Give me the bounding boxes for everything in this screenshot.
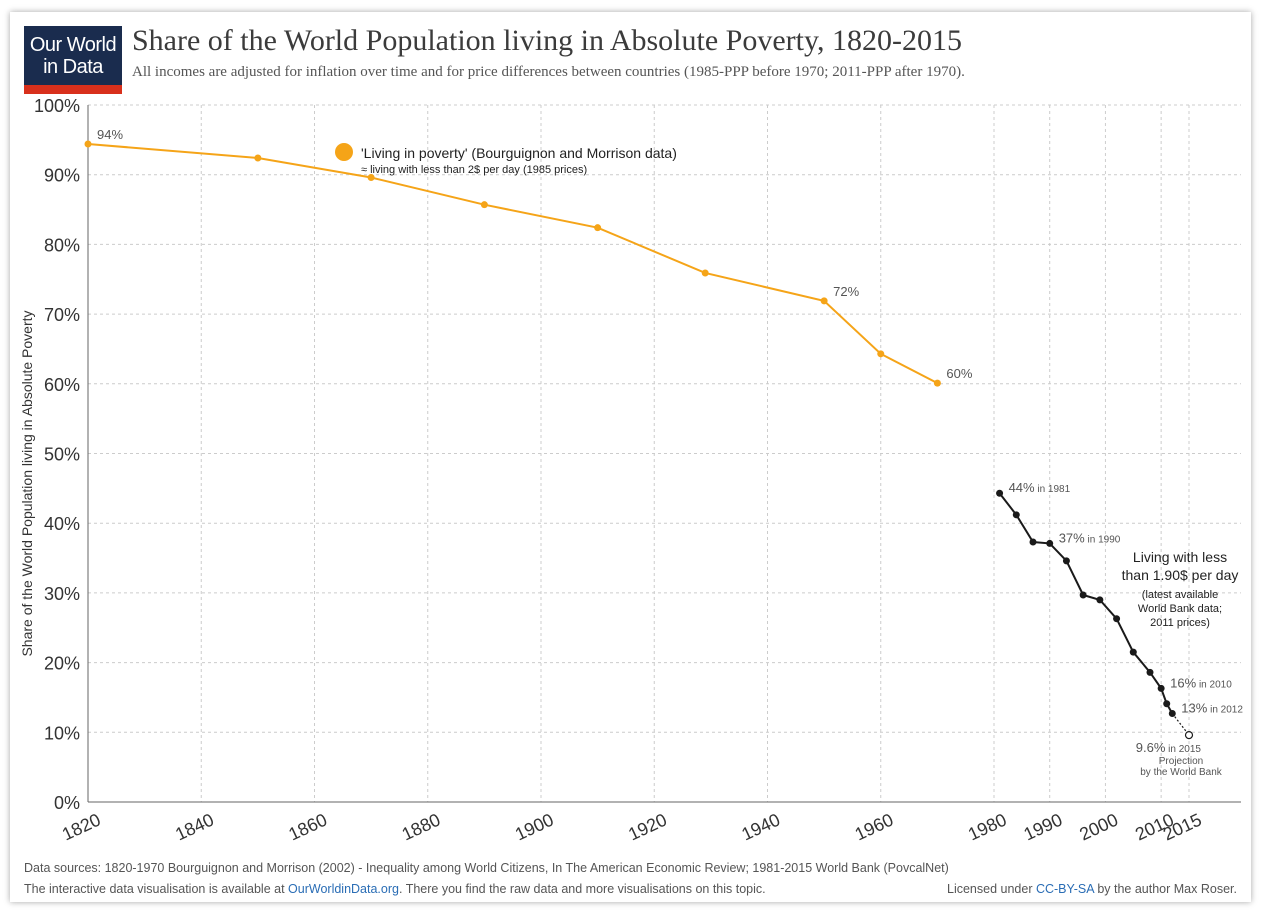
- license-prefix: Licensed under: [947, 882, 1036, 896]
- data-point: [1129, 648, 1137, 656]
- x-tick-label: 1940: [738, 809, 783, 844]
- projection-note: by the World Bank: [1140, 767, 1223, 778]
- data-point: [1046, 539, 1054, 547]
- x-tick-label: 1860: [285, 809, 330, 844]
- series-annotation: than 1.90$ per day: [1122, 567, 1239, 583]
- data-point: [877, 350, 885, 358]
- data-point: [1146, 668, 1154, 676]
- data-point: [1012, 511, 1020, 519]
- x-tick-label: 1820: [59, 809, 104, 844]
- data-point: [254, 154, 262, 162]
- data-label-value: 37%: [1059, 530, 1085, 545]
- data-point: [820, 297, 828, 305]
- legend-marker: [335, 143, 353, 161]
- x-tick-label: 2000: [1076, 809, 1121, 844]
- data-label-year: in 2015: [1165, 744, 1201, 755]
- data-point: [1163, 700, 1171, 708]
- data-point: [480, 201, 488, 209]
- license-link[interactable]: CC-BY-SA: [1035, 882, 1094, 896]
- data-point: [1062, 557, 1070, 565]
- logo-line2: in Data: [43, 56, 103, 78]
- data-label-value: 9.6%: [1136, 740, 1166, 755]
- data-label-value: 16%: [1170, 675, 1196, 690]
- series-annotation: 2011 prices): [1150, 617, 1210, 629]
- chart-frame: Our World in Data Share of the World Pop…: [10, 12, 1251, 902]
- data-label-year: in 2012: [1207, 704, 1243, 715]
- x-tick-label: 1840: [172, 809, 217, 844]
- data-point: [594, 224, 602, 232]
- y-tick-label: 70%: [44, 305, 80, 325]
- data-label: 44% in 1981: [1009, 480, 1071, 495]
- y-tick-label: 90%: [44, 166, 80, 186]
- data-label-year: in 2010: [1196, 679, 1232, 690]
- data-label-value: 44%: [1009, 480, 1035, 495]
- license-note: Licensed under CC-BY-SA by the author Ma…: [947, 882, 1237, 896]
- data-point: [367, 173, 375, 181]
- chart-title: Share of the World Population living in …: [132, 24, 963, 57]
- data-label: 9.6% in 2015: [1136, 740, 1202, 755]
- y-tick-label: 30%: [44, 584, 80, 604]
- series-annotation: (latest available: [1142, 589, 1218, 601]
- series-annotation: World Bank data;: [1138, 603, 1222, 615]
- interactive-note: The interactive data visualisation is av…: [24, 882, 766, 896]
- data-point: [1096, 596, 1104, 604]
- y-tick-label: 20%: [44, 654, 80, 674]
- interactive-prefix: The interactive data visualisation is av…: [24, 882, 289, 896]
- y-tick-label: 60%: [44, 375, 80, 395]
- data-point: [1113, 615, 1121, 623]
- data-point: [996, 489, 1004, 497]
- x-tick-label: 1960: [852, 809, 897, 844]
- y-tick-label: 10%: [44, 723, 80, 743]
- series-annotation: Living with less: [1133, 549, 1227, 565]
- owid-link[interactable]: OurWorldinData.org: [288, 882, 399, 896]
- data-label: 60%: [946, 366, 972, 381]
- y-tick-label: 0%: [54, 793, 80, 813]
- y-tick-label: 40%: [44, 514, 80, 534]
- projection-note: Projection: [1159, 756, 1203, 767]
- data-label: 37% in 1990: [1059, 530, 1121, 545]
- chart-canvas: 0% 10% 20% 30% 40% 50% 60% 70% 80% 90% 100% 1820 184…: [19, 96, 1243, 845]
- data-label: 72%: [833, 284, 859, 299]
- data-label: 13% in 2012: [1181, 700, 1243, 715]
- x-tick-label: 1980: [965, 809, 1010, 844]
- x-tick-label: 1990: [1021, 809, 1066, 844]
- logo-line1: Our World: [29, 34, 117, 56]
- y-tick-label: 80%: [44, 235, 80, 255]
- data-label: 16% in 2010: [1170, 675, 1232, 690]
- license-suffix: by the author Max Roser.: [1093, 882, 1237, 896]
- data-point: [701, 269, 709, 277]
- y-tick-label: 100%: [34, 96, 80, 116]
- y-axis-label: Share of the World Population living in …: [19, 310, 35, 656]
- data-label-year: in 1981: [1035, 484, 1071, 495]
- data-label-value: 13%: [1181, 700, 1207, 715]
- data-point: [1157, 684, 1165, 692]
- series-line-poverty-bm: [87, 143, 938, 384]
- data-label-year: in 1990: [1085, 534, 1121, 545]
- logo-bar: [24, 85, 122, 94]
- data-point: [84, 140, 92, 148]
- legend-sublabel: ≈ living with less than 2$ per day (1985…: [361, 164, 587, 176]
- chart-subtitle: All incomes are adjusted for inflation o…: [132, 64, 965, 80]
- projection-line: [1171, 713, 1190, 736]
- x-tick-label: 1900: [512, 809, 557, 844]
- data-point: [1029, 538, 1037, 546]
- data-sources: Data sources: 1820-1970 Bourguignon and …: [24, 861, 949, 875]
- interactive-suffix: . There you find the raw data and more v…: [398, 882, 766, 896]
- legend-label: 'Living in poverty' (Bourguignon and Mor…: [361, 145, 677, 161]
- x-tick-label: 1920: [625, 809, 670, 844]
- projection-point: [1184, 730, 1194, 740]
- data-point: [1079, 591, 1087, 599]
- data-point: [933, 379, 941, 387]
- owid-logo[interactable]: Our World in Data: [24, 26, 122, 94]
- data-label: 94%: [97, 127, 123, 142]
- y-tick-label: 50%: [44, 445, 80, 465]
- x-tick-label: 1880: [399, 809, 444, 844]
